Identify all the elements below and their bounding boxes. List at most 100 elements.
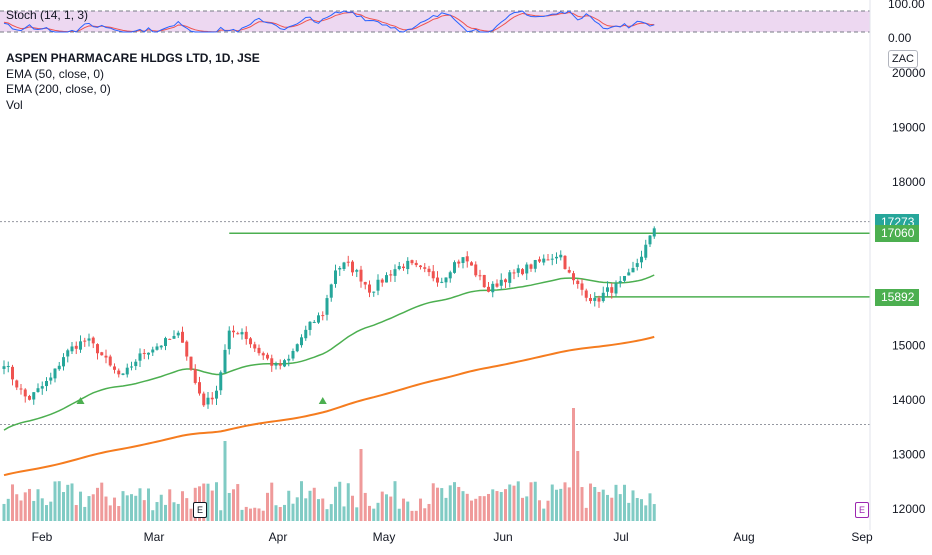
candle-body <box>329 284 333 298</box>
volume-bar <box>45 505 48 521</box>
volume-bar <box>6 498 10 521</box>
x-tick-label: Jun <box>493 530 512 544</box>
currency-badge[interactable]: ZAC <box>888 50 918 68</box>
candle-body <box>244 331 248 340</box>
candle-body <box>45 381 48 387</box>
volume-bar <box>529 482 533 521</box>
candle-body <box>83 340 87 342</box>
candle-body <box>516 268 520 273</box>
candle-body <box>461 257 465 264</box>
volume-bar <box>321 498 325 521</box>
candle-body <box>601 292 605 302</box>
candle-body <box>385 275 388 283</box>
earnings-marker-icon[interactable]: E <box>193 502 207 518</box>
volume-bar <box>385 494 388 521</box>
candle-body <box>338 267 342 270</box>
volume-bar <box>567 487 571 521</box>
chart-legend: ASPEN PHARMACARE HLDGS LTD, 1D, JSE EMA … <box>6 51 260 113</box>
candle-body <box>419 265 422 268</box>
candle-body <box>410 260 414 264</box>
candle-body <box>627 272 631 276</box>
volume-bar <box>96 487 99 521</box>
volume-bar <box>597 491 601 521</box>
candle-body <box>448 272 452 279</box>
candle-body <box>351 261 354 273</box>
candle-body <box>525 264 529 274</box>
volume-bar <box>593 486 597 521</box>
candle-body <box>457 261 461 264</box>
stoch-indicator-label[interactable]: Stoch (14, 1, 3) <box>6 8 89 22</box>
volume-bar <box>232 489 235 521</box>
volume-label[interactable]: Vol <box>6 97 23 112</box>
volume-bar <box>168 489 172 521</box>
volume-bar <box>359 449 363 521</box>
volume-bar <box>482 496 486 521</box>
volume-bar <box>244 506 248 521</box>
candle-body <box>100 352 104 356</box>
candle-body <box>202 393 206 406</box>
volume-bar <box>436 487 439 521</box>
candle-body <box>538 259 541 262</box>
candle-body <box>232 330 235 333</box>
volume-bar <box>363 492 367 521</box>
candle-body <box>240 332 244 335</box>
candle-body <box>142 352 146 354</box>
candle-body <box>325 298 329 315</box>
candle-body <box>614 283 618 294</box>
volume-bar <box>15 494 19 521</box>
volume-bar <box>461 491 465 521</box>
volume-bar <box>419 498 422 521</box>
candle-body <box>593 297 597 301</box>
candle-body <box>168 338 172 340</box>
volume-bar <box>495 491 499 521</box>
volume-bar <box>304 498 308 521</box>
x-tick-label: Aug <box>733 530 754 544</box>
volume-bar <box>618 494 622 521</box>
candle-body <box>414 262 418 266</box>
candle-body <box>470 262 473 266</box>
candle-body <box>113 366 116 370</box>
candle-body <box>6 366 10 368</box>
volume-bar <box>627 502 631 521</box>
x-tick-label: Apr <box>269 530 288 544</box>
candle-body <box>431 271 435 279</box>
volume-bar <box>423 508 427 521</box>
candle-body <box>181 331 184 343</box>
candle-body <box>368 284 371 293</box>
volume-bar <box>470 500 473 521</box>
event-marker-icon[interactable]: E <box>855 502 869 518</box>
candle-body <box>397 266 401 270</box>
candle-body <box>465 256 469 262</box>
volume-bar <box>176 503 180 521</box>
ema200-label[interactable]: EMA (200, close, 0) <box>6 82 111 96</box>
candle-body <box>427 268 431 273</box>
candle-body <box>53 368 57 379</box>
volume-bar <box>219 510 223 521</box>
symbol-title[interactable]: ASPEN PHARMACARE HLDGS LTD, 1D, JSE <box>6 51 260 65</box>
ema50-label[interactable]: EMA (50, close, 0) <box>6 66 105 81</box>
volume-bar <box>533 481 537 521</box>
candle-body <box>147 352 150 355</box>
candle-body <box>584 290 588 298</box>
volume-bar <box>274 505 278 521</box>
volume-bar <box>130 494 133 521</box>
candle-body <box>648 235 652 245</box>
candle-body <box>287 358 291 361</box>
stoch-tick-label: 100.00 <box>888 0 925 11</box>
candle-body <box>529 264 533 269</box>
volume-bar <box>113 497 116 521</box>
volume-bar <box>538 500 541 521</box>
volume-bar <box>121 491 125 521</box>
y-tick-label: 12000 <box>892 502 926 516</box>
candle-body <box>291 350 295 359</box>
candle-body <box>508 272 512 283</box>
candle-body <box>444 277 448 283</box>
candle-body <box>49 377 53 381</box>
candle-body <box>28 395 31 400</box>
candle-body <box>521 269 524 275</box>
volume-bar <box>185 498 189 521</box>
candle-body <box>266 354 269 359</box>
volume-bar <box>172 502 176 521</box>
